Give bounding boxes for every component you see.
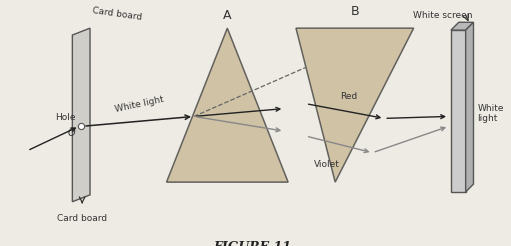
Text: Hole: Hole: [55, 113, 75, 122]
Text: A: A: [223, 9, 231, 22]
Text: White light: White light: [114, 95, 165, 114]
Polygon shape: [167, 28, 288, 182]
Text: B: B: [351, 5, 359, 18]
Text: Red: Red: [340, 92, 357, 101]
Text: O: O: [67, 128, 75, 138]
Polygon shape: [451, 22, 474, 30]
Text: White screen: White screen: [413, 11, 473, 19]
Text: White
light: White light: [477, 104, 504, 123]
Text: Violet: Violet: [314, 160, 339, 169]
Text: FIGURE 11: FIGURE 11: [213, 241, 291, 246]
Text: Card board: Card board: [57, 215, 107, 224]
Text: Card board: Card board: [92, 6, 143, 22]
Polygon shape: [73, 28, 90, 202]
Polygon shape: [466, 22, 474, 192]
Polygon shape: [451, 30, 466, 192]
Polygon shape: [296, 28, 414, 182]
